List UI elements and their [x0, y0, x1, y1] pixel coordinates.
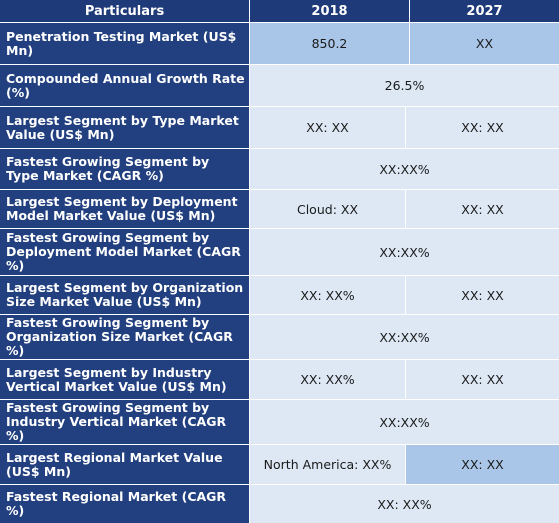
row-value-merged: XX:XX% [250, 229, 559, 275]
row-value-2018: 850.2 [250, 23, 409, 64]
header-year-2027: 2027 [410, 0, 559, 22]
row-label-largest-deployment: Largest Segment by Deployment Model Mark… [0, 190, 249, 228]
row-value-2027: XX: XX [406, 276, 559, 314]
row-value-merged: 26.5% [250, 65, 559, 106]
row-value-2027: XX: XX [406, 107, 559, 148]
row-value-2018: XX: XX% [250, 360, 405, 399]
row-value-2018: Cloud: XX [250, 190, 405, 228]
row-value-2027: XX: XX [406, 360, 559, 399]
row-label-fastest-regional: Fastest Regional Market (CAGR %) [0, 485, 249, 523]
header-year-2018: 2018 [250, 0, 409, 22]
row-label-fastest-deployment: Fastest Growing Segment by Deployment Mo… [0, 229, 249, 275]
row-value-2027: XX [410, 23, 559, 64]
row-value-2027: XX: XX [406, 190, 559, 228]
header-particulars: Particulars [0, 0, 249, 22]
row-value-2018: XX: XX% [250, 276, 405, 314]
row-label-fastest-type: Fastest Growing Segment by Type Market (… [0, 149, 249, 189]
row-value-merged: XX:XX% [250, 315, 559, 359]
row-value-2018: North America: XX% [250, 445, 405, 484]
row-label-largest-organization: Largest Segment by Organization Size Mar… [0, 276, 249, 314]
row-value-2018: XX: XX [250, 107, 405, 148]
row-label-largest-type: Largest Segment by Type Market Value (US… [0, 107, 249, 148]
row-value-merged: XX: XX% [250, 485, 559, 523]
row-label-penetration-testing-market: Penetration Testing Market (US$ Mn) [0, 23, 249, 64]
row-label-largest-regional: Largest Regional Market Value (US$ Mn) [0, 445, 249, 484]
row-value-merged: XX:XX% [250, 400, 559, 444]
row-label-fastest-organization: Fastest Growing Segment by Organization … [0, 315, 249, 359]
row-value-2027: XX: XX [406, 445, 559, 484]
row-label-cagr: Compounded Annual Growth Rate (%) [0, 65, 249, 106]
row-label-fastest-industry: Fastest Growing Segment by Industry Vert… [0, 400, 249, 444]
row-value-merged: XX:XX% [250, 149, 559, 189]
row-label-largest-industry: Largest Segment by Industry Vertical Mar… [0, 360, 249, 399]
